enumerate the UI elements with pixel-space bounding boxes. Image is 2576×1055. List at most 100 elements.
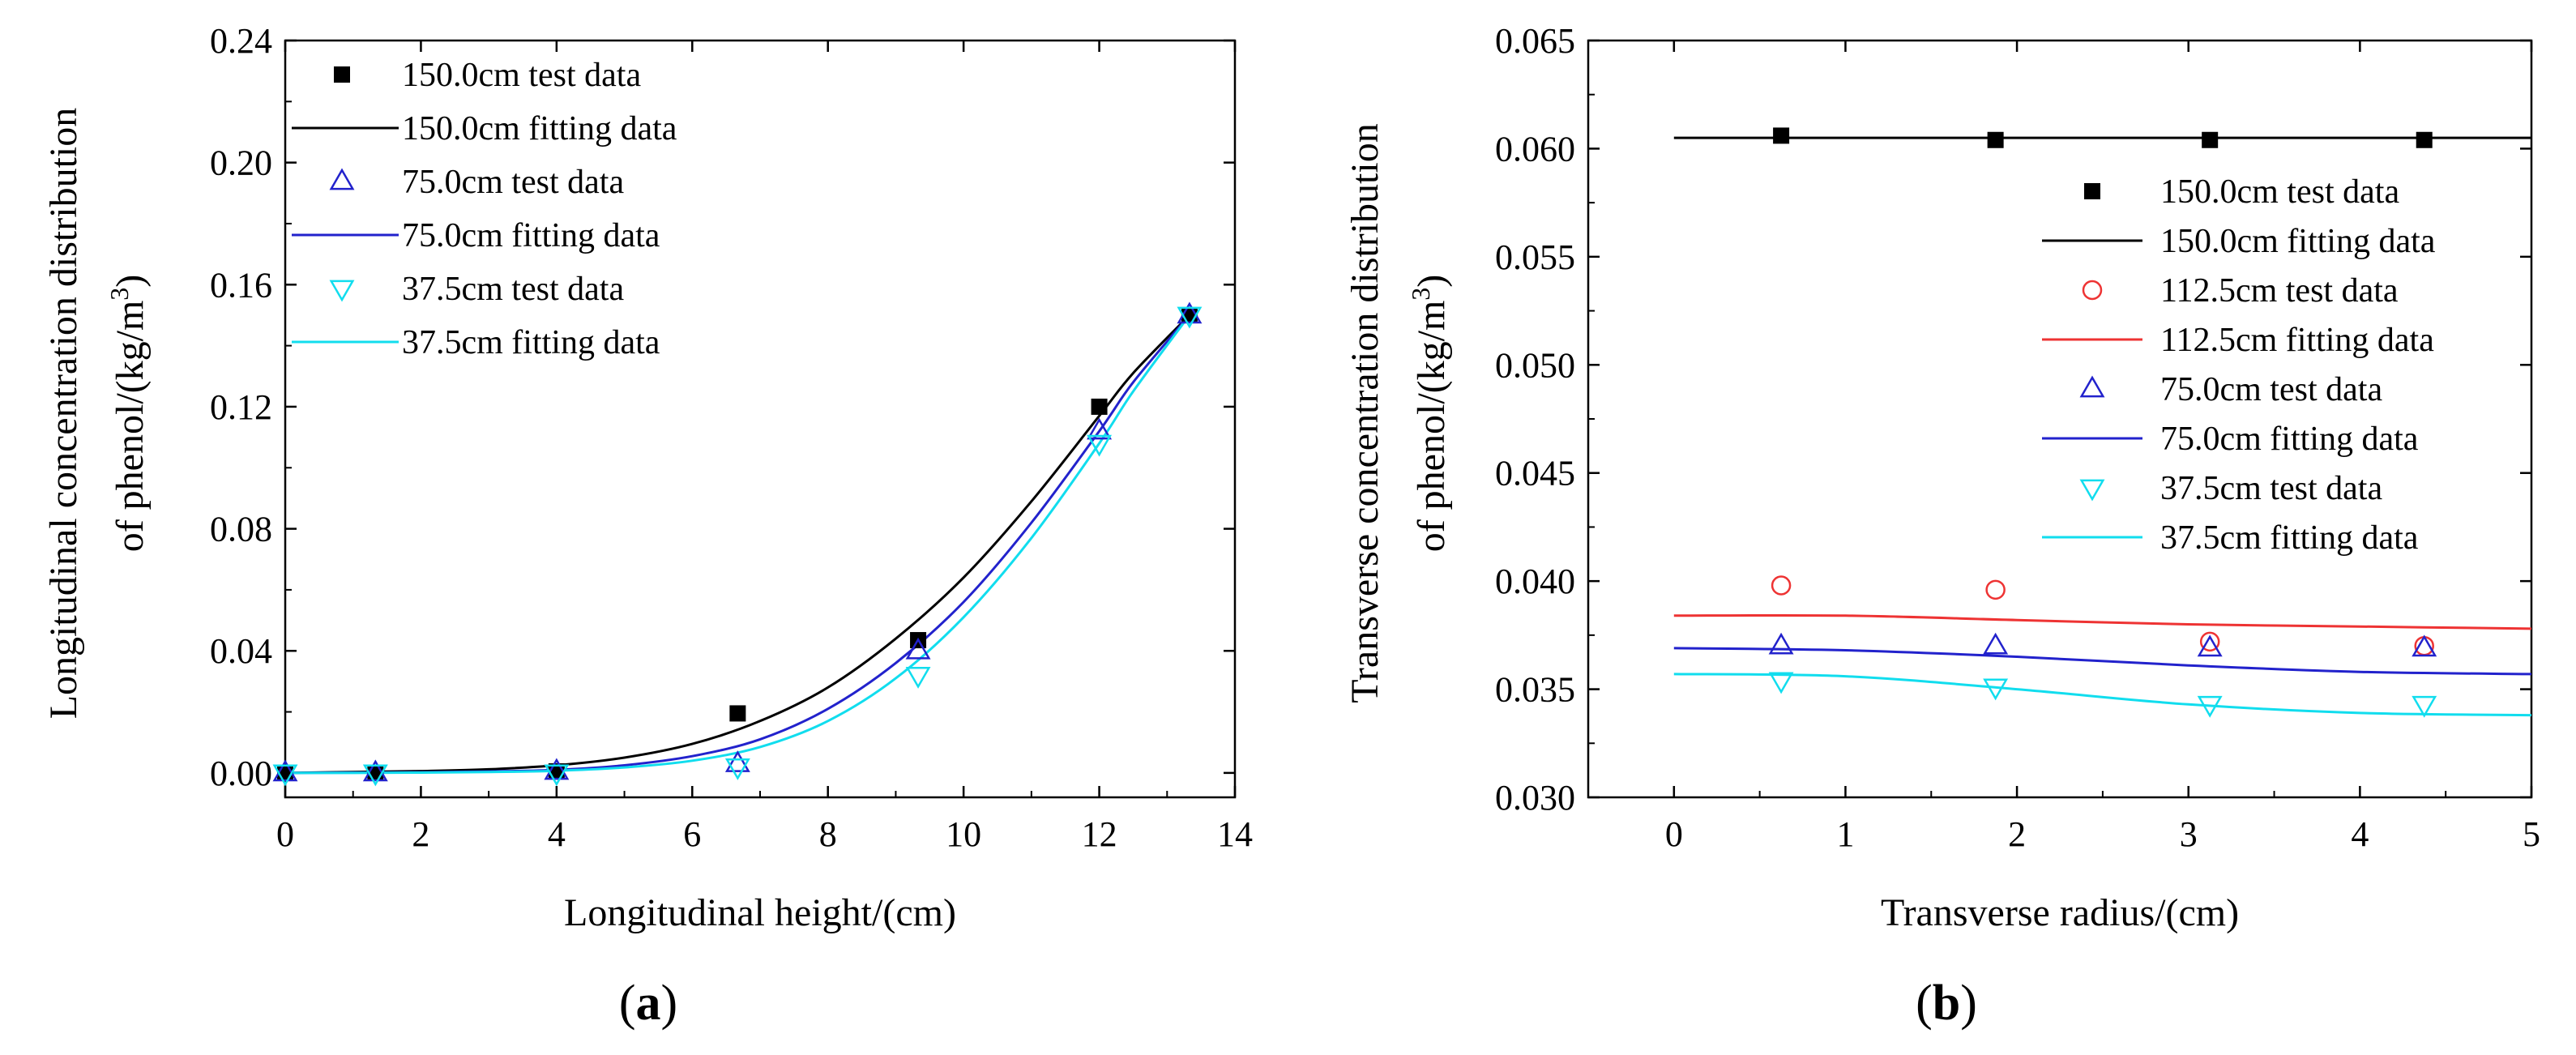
x-tick-label: 4 [548, 814, 566, 854]
y-tick-label: 0.065 [1495, 21, 1575, 61]
legend-item: 150.0cm fitting data [2042, 223, 2436, 260]
y-tick-label: 0.055 [1495, 237, 1575, 277]
panel-b-y-axis-title-line1: Transverse concentration distribution [1344, 123, 1386, 703]
data-point-150-0cm-test-data [729, 705, 746, 722]
data-point-75-0cm-test-data [272, 759, 298, 782]
x-tick-label: 14 [1217, 814, 1253, 854]
legend-marker-swatch [2079, 479, 2105, 502]
data-point-37-5cm-test-data [272, 764, 298, 787]
y-tick-label: 0.035 [1495, 670, 1575, 710]
legend-item: 150.0cm fitting data [292, 110, 677, 147]
y-tick-label: 0.16 [210, 265, 272, 305]
data-point-150-0cm-test-data [1773, 127, 1790, 144]
data-point-75-0cm-test-data [544, 758, 570, 780]
data-point-37-5cm-test-data [1768, 672, 1794, 694]
panel-a-plot-frame [284, 39, 1237, 799]
legend-label: 75.0cm fitting data [2160, 421, 2419, 458]
legend-item: 37.5cm test data [2079, 470, 2382, 507]
panel-b-axes [1587, 39, 2533, 799]
y-tick-label: 0.24 [210, 21, 272, 61]
y-tick-label: 0.050 [1495, 345, 1575, 385]
x-tick-label: 12 [1082, 814, 1117, 854]
fit-line-150-0cm-fitting-data [284, 314, 1190, 775]
fit-line-37-5cm-fitting-data [285, 314, 1191, 775]
data-point-75-0cm-test-data [2412, 634, 2437, 657]
data-point-75-0cm-test-data [2197, 634, 2223, 657]
fit-line-37-5cm-fitting-data [1673, 673, 2532, 717]
legend-item: 75.0cm test data [329, 164, 624, 201]
fit-line-112-5cm-fitting-data [1673, 613, 2532, 630]
panel-b-label: (b) [1916, 976, 1977, 1031]
data-point-75-0cm-test-data [724, 750, 750, 772]
y-tick-label: 0.00 [210, 754, 272, 793]
data-point-112-5cm-test-data [2199, 631, 2220, 652]
legend-item: 75.0cm fitting data [2042, 421, 2419, 458]
data-point-37-5cm-test-data [1177, 306, 1203, 329]
data-point-75-0cm-test-data [905, 637, 931, 660]
legend-marker-swatch [329, 280, 355, 302]
panel-a-label: (a) [619, 976, 677, 1031]
x-tick-label: 1 [1836, 814, 1854, 854]
y-tick-label: 0.030 [1495, 778, 1575, 818]
legend-item: 112.5cm fitting data [2042, 322, 2434, 359]
legend-marker-swatch [2084, 183, 2100, 199]
legend-label: 150.0cm test data [2160, 173, 2399, 211]
x-tick-label: 3 [2180, 814, 2198, 854]
data-point-37-5cm-test-data [2197, 695, 2223, 718]
legend-label: 37.5cm test data [402, 271, 624, 308]
data-point-75-0cm-test-data [1768, 632, 1794, 655]
legend-item: 75.0cm fitting data [292, 217, 660, 254]
panel-b-y-axis-title-line2: of phenol/(kg/m3) [1406, 275, 1453, 553]
panel-b-ticks: 0 1 2 3 4 5 0.030 0.035 0.040 0.045 0.050 0.055 0.06… [1495, 21, 2540, 854]
x-tick-label: 10 [946, 814, 981, 854]
data-point-112-5cm-test-data [1985, 579, 2006, 600]
panel-a: 0 2 4 6 8 10 12 140.000.040.080.120.160.200.24 … [42, 21, 1253, 1031]
panel-b-plot-frame [1587, 39, 2533, 799]
data-point-37-5cm-test-data [905, 667, 931, 689]
data-point-37-5cm-test-data [1087, 434, 1113, 457]
legend-label: 112.5cm fitting data [2160, 322, 2434, 359]
legend-label: 37.5cm test data [2160, 470, 2382, 507]
data-point-112-5cm-test-data [1771, 575, 1792, 596]
panel-b-x-axis-title: Transverse radius/(cm) [1881, 891, 2239, 934]
y-tick-label: 0.08 [210, 510, 272, 549]
panel-b: 0 1 2 3 4 5 0.030 0.035 0.040 0.045 0.050 0.055 0.06… [1344, 21, 2540, 1031]
legend-label: 37.5cm fitting data [2160, 519, 2419, 557]
legend-label: 150.0cm test data [402, 57, 641, 94]
y-tick-label: 0.20 [210, 143, 272, 183]
legend-item: 37.5cm fitting data [2042, 519, 2419, 557]
legend-marker-swatch [334, 66, 350, 83]
legend-label: 150.0cm fitting data [2160, 223, 2436, 260]
y-tick-label: 0.045 [1495, 454, 1575, 493]
y-tick-label: 0.04 [210, 631, 272, 671]
legend-label: 75.0cm test data [402, 164, 624, 201]
x-tick-label: 4 [2351, 814, 2369, 854]
data-point-75-0cm-test-data [1177, 301, 1203, 324]
data-point-37-5cm-test-data [362, 764, 388, 787]
panel-a-y-axis-title-line2: of phenol/(kg/m3) [105, 275, 152, 553]
x-tick-label: 2 [412, 814, 429, 854]
legend-marker-swatch [2079, 375, 2105, 398]
legend-item: 112.5cm test data [2082, 272, 2399, 310]
legend-marker-swatch [329, 168, 355, 190]
legend-label: 150.0cm fitting data [402, 110, 677, 147]
legend-item: 37.5cm test data [329, 271, 624, 308]
x-tick-label: 0 [1665, 814, 1683, 854]
legend-label: 75.0cm fitting data [402, 217, 660, 254]
x-tick-label: 0 [276, 814, 294, 854]
panel-a-x-axis-title: Longitudinal height/(cm) [564, 891, 956, 934]
x-tick-label: 2 [2008, 814, 2026, 854]
data-point-37-5cm-test-data [2412, 695, 2437, 718]
data-point-37-5cm-test-data [724, 758, 750, 780]
legend-item: 150.0cm test data [334, 57, 641, 94]
panel-b-legend: 150.0cm test data 150.0cm fitting data 112… [2042, 173, 2436, 557]
panel-a-y-axis-title-line1: Longitudinal concentration distribution [42, 108, 85, 720]
legend-item: 150.0cm test data [2084, 173, 2399, 211]
legend-label: 75.0cm test data [2160, 371, 2382, 408]
data-point-75-0cm-test-data [1087, 417, 1113, 440]
panel-a-legend: 150.0cm test data 150.0cm fitting data 75.… [292, 57, 677, 361]
legend-item: 37.5cm fitting data [292, 324, 660, 361]
x-tick-label: 8 [819, 814, 837, 854]
data-point-37-5cm-test-data [544, 764, 570, 787]
